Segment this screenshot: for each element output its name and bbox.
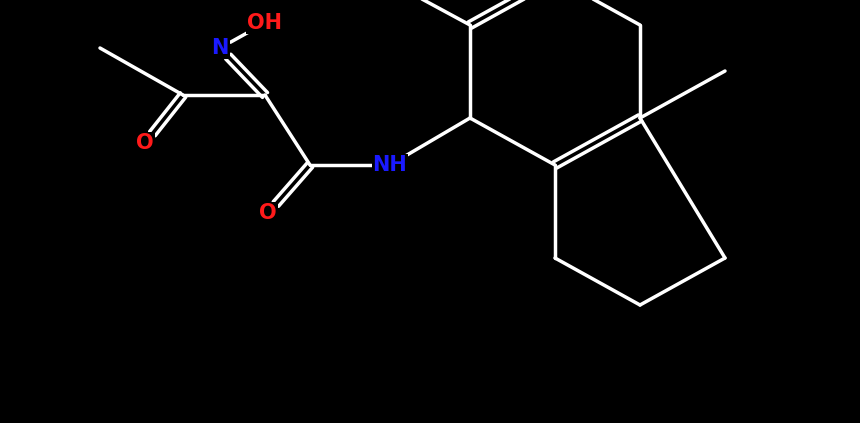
Text: OH: OH: [248, 13, 282, 33]
Text: NH: NH: [372, 155, 408, 175]
Text: O: O: [259, 203, 277, 223]
Text: N: N: [212, 38, 229, 58]
Text: O: O: [136, 133, 154, 153]
